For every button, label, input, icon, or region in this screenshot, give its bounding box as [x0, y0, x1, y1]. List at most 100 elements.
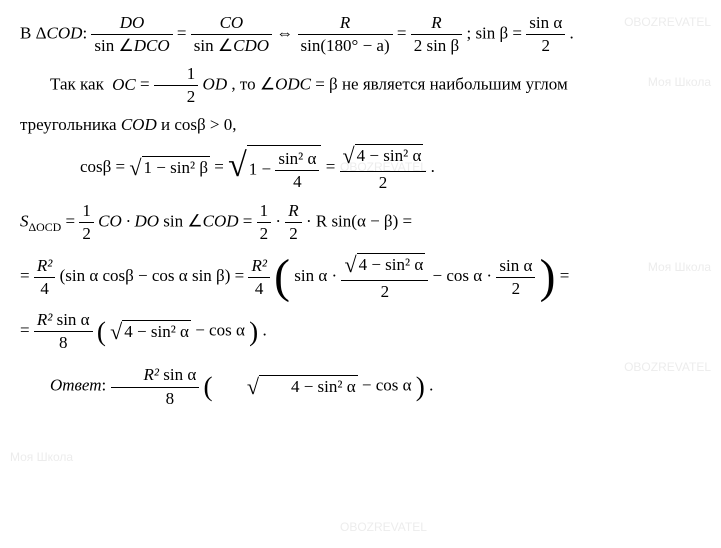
colon: : — [102, 376, 111, 395]
text: sin α — [159, 365, 196, 384]
text: sin ∠ — [94, 36, 133, 55]
equals: = — [243, 212, 257, 231]
numerator: 1 — [79, 200, 94, 223]
fraction: sin α 2 — [496, 255, 535, 300]
paren: ) — [249, 317, 258, 347]
equals: = — [66, 212, 80, 231]
equals: = — [560, 266, 570, 285]
fraction: 1 2 — [79, 200, 94, 245]
text: В Δ — [20, 24, 47, 43]
text: − cos α — [362, 376, 412, 395]
denominator: 8 — [34, 332, 93, 354]
denominator: 8 — [111, 388, 200, 410]
var: OC — [112, 75, 136, 94]
minus: − cos α · — [433, 266, 497, 285]
fraction: R² 4 — [248, 255, 269, 300]
fraction: R sin(180° − a) — [298, 12, 393, 57]
text: − cos α — [195, 321, 245, 340]
sqrt: √4 − sin² α — [110, 318, 191, 347]
denominator: 2 — [154, 86, 199, 108]
numerator: R — [431, 13, 441, 32]
triangle-name: COD — [47, 24, 83, 43]
fraction: √4 − sin² α 2 — [341, 251, 428, 303]
equation-line-7: = R² sin α 8 ( √4 − sin² α − cos α ) . — [20, 309, 701, 354]
denominator: 2 — [340, 172, 427, 194]
term: · R sin(α − β) = — [306, 212, 412, 231]
numerator: R — [340, 13, 350, 32]
equals: = — [397, 24, 411, 43]
colon: : — [82, 24, 87, 43]
equals: = — [326, 157, 340, 176]
paren: ) — [540, 251, 556, 303]
text: sin α — [52, 310, 89, 329]
term: CO · DO — [98, 212, 159, 231]
text: sin α · — [294, 266, 341, 285]
fraction: R² sin α 8 — [34, 309, 93, 354]
denominator: 2 — [257, 223, 272, 245]
equals: = — [214, 157, 228, 176]
subscript: ΔOCD — [29, 220, 62, 234]
fraction: R² sin α 8 — [111, 364, 200, 409]
dot: . — [570, 24, 574, 43]
arg: (180° − a) — [320, 36, 389, 55]
sqrt: √ 1 − sin² α 4 — [228, 144, 321, 193]
text: 1 − — [249, 159, 276, 178]
fraction: DO sin ∠DCO — [91, 12, 172, 57]
equation-line-4: cosβ = √1 − sin² β = √ 1 − sin² α 4 = √4… — [20, 142, 701, 194]
denominator: 2 — [496, 278, 535, 300]
text: ; sin β = — [466, 24, 526, 43]
radicand: 1 − sin² β — [142, 156, 210, 179]
numerator: sin α — [496, 255, 535, 278]
paren: ( — [204, 372, 213, 402]
var: R² — [37, 310, 52, 329]
fraction: R 2 — [285, 200, 301, 245]
text: треугольника — [20, 115, 121, 134]
text: Так как — [50, 75, 104, 94]
text: sin — [301, 36, 321, 55]
fraction: R² 4 — [34, 255, 55, 300]
text: sin ∠ — [159, 212, 203, 231]
text: = β не является наибольшим углом — [311, 75, 568, 94]
paren: ) — [416, 372, 425, 402]
text-line-2: Так как OC = 1 2 OD , то ∠ODC = β не явл… — [20, 63, 701, 108]
fraction: CO sin ∠CDO — [191, 12, 272, 57]
fraction: 1 2 — [154, 63, 199, 108]
numerator: 1 — [257, 200, 272, 223]
watermark: Моя Школа — [10, 450, 73, 466]
var: OD — [203, 75, 228, 94]
paren-term: (sin α cosβ − cos α sin β) = — [60, 266, 249, 285]
dot: . — [429, 376, 433, 395]
equals: = — [20, 266, 34, 285]
numerator: 1 — [154, 63, 199, 86]
radicand: 4 − sin² α — [355, 144, 424, 167]
answer-line: Ответ: R² sin α 8 ( √4 − sin² α − cos α … — [20, 364, 701, 409]
watermark: OBOZREVATEL — [340, 520, 427, 536]
fraction: R 2 sin β — [411, 12, 463, 57]
numerator: R — [288, 201, 298, 220]
angle: COD — [203, 212, 239, 231]
var: S — [20, 212, 29, 231]
radicand: 4 − sin² α — [357, 253, 426, 276]
dot: . — [431, 157, 435, 176]
lhs: cosβ = — [80, 157, 129, 176]
numerator: R² — [37, 256, 52, 275]
denominator: 2 — [285, 223, 301, 245]
dot: . — [262, 321, 266, 340]
numerator: CO — [220, 13, 244, 32]
fraction: √4 − sin² α 2 — [340, 142, 427, 194]
sqrt: √4 − sin² α — [217, 373, 358, 402]
denominator: 2 — [79, 223, 94, 245]
fraction: sin α 2 — [526, 12, 565, 57]
equals: = — [20, 321, 34, 340]
iff: ⇔ — [276, 24, 297, 43]
radicand: 4 − sin² α — [122, 320, 191, 343]
denominator: 2 — [341, 281, 428, 303]
denominator: 2 sin β — [411, 35, 463, 57]
fraction: 1 2 — [257, 200, 272, 245]
angle: DCO — [134, 36, 170, 55]
denominator: 4 — [248, 278, 269, 300]
equals: = — [177, 24, 191, 43]
equation-line-5: SΔOCD = 1 2 CO · DO sin ∠COD = 1 2 · R 2… — [20, 200, 701, 245]
text: и cosβ > 0, — [157, 115, 237, 134]
numerator: DO — [120, 13, 145, 32]
